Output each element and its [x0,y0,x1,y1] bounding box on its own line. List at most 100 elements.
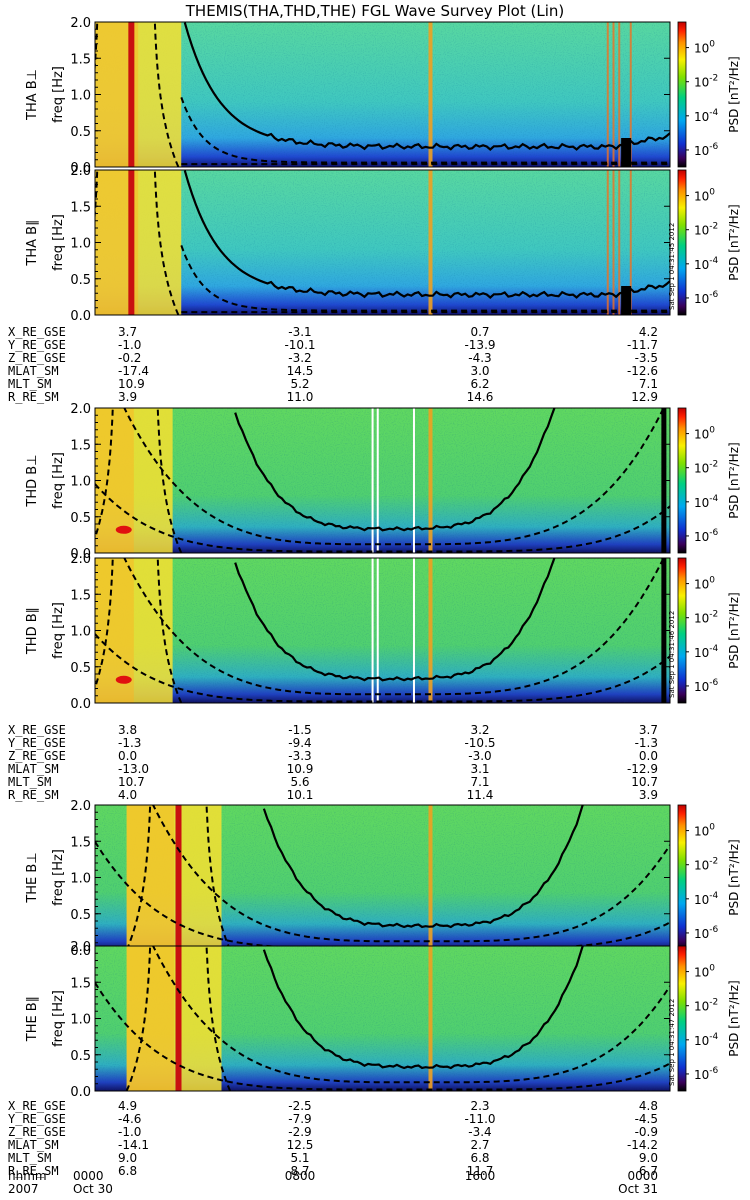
colorbar-tick-label: 100 [694,188,715,204]
ephemeris-value: 10.1 [287,788,314,802]
ephemeris-value: -2.9 [288,1125,311,1139]
ephemeris-value: 10.9 [287,762,314,776]
colorbar-tick-label: 10-4 [694,891,719,907]
colorbar-tick-label: 10-2 [694,460,718,476]
gap-band [175,805,182,950]
y-tick-label: 1.5 [70,588,91,603]
ephemeris-value: 9.0 [118,1151,137,1165]
ephemeris-value: -3.3 [288,749,311,763]
gap-band [128,170,135,315]
ephemeris-value: 6.8 [470,1151,489,1165]
colorbar-tick-label: 100 [694,40,715,56]
ephemeris-value: 4.8 [639,1099,658,1113]
ephemeris-label: X_RE_GSE [8,723,66,737]
spectrogram-panel: 0.0 0.5 1.0 1.5 2.0 THD B⊥ freq [Hz] 100 10-2 10-… [25,402,741,562]
colorbar-label: PSD [nT²/Hz] [727,56,741,132]
ephemeris-value: 4.9 [118,1099,137,1113]
spectrogram-noise [95,408,670,553]
colorbar-tick-label: 10-6 [694,528,719,544]
y-tick-label: 0.0 [70,944,91,959]
ephemeris-value: 7.1 [639,377,658,391]
date-axis-label: 2007 [8,1182,39,1196]
ephemeris-value: 3.9 [639,788,658,802]
ephemeris-label: R_RE_SM [8,1164,59,1178]
colorbar-tick-label: 10-6 [694,142,719,158]
ephemeris-label: Z_RE_GSE [8,351,66,365]
colorbar-scale [677,21,687,168]
colorbar: 100 10-2 10-4 10-6 PSD [nT²/Hz] [677,945,741,1092]
time-tick-label: 0000 [627,1169,658,1183]
panel-label: THE B⊥ [25,852,40,903]
colorbar-label: PSD [nT²/Hz] [727,839,741,915]
colorbar-tick-label: 10-2 [694,610,718,626]
gyrofrequency-solid-line [262,805,584,929]
interference-line [612,22,615,167]
ephemeris-value: -10.1 [284,338,315,352]
interference-line [629,170,632,315]
generation-timestamp: Sat Sep 1 04:31:47 2012 [668,999,676,1086]
ephemeris-value: 8.7 [290,1164,309,1178]
interference-line [629,22,632,167]
colorbar: 100 10-2 10-4 10-6 PSD [nT²/Hz] [677,407,741,554]
colorbar-scale [677,804,687,951]
y-tick-label: 0.0 [70,309,91,324]
inner-magnetosphere-region [126,805,222,950]
ephemeris-value: 3.2 [470,723,489,737]
y-tick-label: 2.0 [70,940,91,955]
ephemeris-value: -3.5 [635,351,658,365]
ephemeris-value: 10.7 [118,775,145,789]
ephemeris-value: 14.5 [287,364,314,378]
colorbar-label: PSD [nT²/Hz] [727,442,741,518]
y-tick-label: 1.0 [70,872,91,887]
y-tick-label: 0.0 [70,1085,91,1100]
gyrofrequency-solid-line [262,946,584,1070]
y-axis-label: freq [Hz] [51,452,66,509]
colorbar-tick-label: 10-2 [694,74,718,90]
y-tick-label: 1.5 [70,200,91,215]
gyrofrequency-dashed-line [95,483,670,553]
spectrogram-panel: 0.0 0.5 1.0 1.5 2.0 THA B⊥ freq [Hz] 100 10-2 10-… [25,16,741,176]
gyrofrequency-dashed-line [151,805,670,943]
ephemeris-value: -11.7 [627,338,658,352]
ephemeris-label: R_RE_SM [8,788,59,802]
ephemeris-value: 7.1 [470,775,489,789]
y-tick-label: 1.5 [70,835,91,850]
ephemeris-table: X_RE_GSE 3.8 -1.5 3.2 3.7 Y_RE_GSE -1.3 -9.4 -10… [8,723,658,802]
ephemeris-value: -2.5 [288,1099,311,1113]
ephemeris-value: -13.9 [464,338,495,352]
y-tick-label: 2.0 [70,16,91,31]
interference-line [428,805,433,950]
colorbar-label: PSD [nT²/Hz] [727,980,741,1056]
ephemeris-value: 5.1 [290,1151,309,1165]
ephemeris-value: 6.7 [639,1164,658,1178]
data-gap-line [412,408,415,553]
ephemeris-value: 2.3 [470,1099,489,1113]
y-tick-label: 2.0 [70,799,91,814]
frequency-curves [95,22,670,167]
frequency-curves [95,558,670,703]
colorbar: 100 10-2 10-4 10-6 PSD [nT²/Hz] [677,557,741,704]
ephemeris-value: 10.7 [631,775,658,789]
gyrofrequency-dashed-line [95,633,670,703]
frequency-curves [95,805,670,950]
colorbar-tick-label: 10-2 [694,222,718,238]
inner-magnetosphere-region [126,946,222,1091]
interference-line [606,170,609,315]
gyrofrequency-dashed-line [95,982,670,1091]
y-tick-label: 0.0 [70,547,91,562]
y-axis-label: freq [Hz] [51,214,66,271]
colorbar-tick-label: 10-4 [694,256,719,272]
ephemeris-value: -3.4 [468,1125,491,1139]
date-tick-label: Oct 31 [618,1182,658,1196]
ephemeris-value: 11.0 [287,390,314,404]
ephemeris-label: Z_RE_GSE [8,1125,66,1139]
ephemeris-label: Y_RE_GSE [8,338,66,352]
ephemeris-value: -3.2 [288,351,311,365]
colorbar-tick-label: 10-6 [694,1066,719,1082]
interference-line [428,946,433,1091]
colorbar-label: PSD [nT²/Hz] [727,204,741,280]
ephemeris-value: -9.4 [288,736,311,750]
ephemeris-value: -1.3 [118,736,141,750]
colorbar-tick-label: 10-6 [694,678,719,694]
